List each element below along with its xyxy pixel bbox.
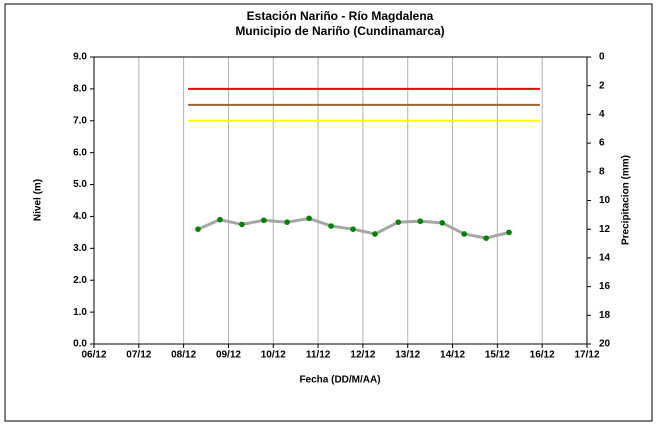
y-tick-label: 1.0: [73, 307, 87, 318]
x-tick-label: 06/12: [81, 350, 106, 361]
data-point: [417, 218, 424, 225]
data-point: [195, 226, 201, 232]
data-point: [284, 219, 290, 225]
data-point: [328, 223, 334, 229]
y2-tick-label: 8: [599, 166, 605, 177]
y2-tick-label: 14: [599, 253, 611, 264]
x-tick-label: 12/12: [350, 350, 375, 361]
chart-frame: [4, 3, 653, 422]
data-point: [439, 220, 446, 226]
y2-tick-label: 6: [599, 138, 605, 149]
data-point: [395, 219, 402, 225]
data-point: [461, 231, 467, 237]
y-tick-label: 2.0: [73, 275, 87, 286]
x-tick-label: 14/12: [440, 350, 465, 361]
y2-tick-label: 10: [599, 195, 611, 206]
data-point: [239, 221, 245, 228]
data-point: [306, 215, 312, 222]
x-tick-label: 16/12: [530, 350, 555, 361]
x-tick-label: 15/12: [485, 350, 510, 361]
data-point: [372, 231, 378, 237]
y2-tick-label: 0: [599, 52, 605, 63]
plot-area: [93, 56, 588, 345]
data-point: [217, 216, 223, 223]
x-tick-label: 07/12: [126, 350, 151, 361]
data-point: [261, 217, 267, 224]
data-point: [483, 235, 489, 241]
x-tick-label: 13/12: [395, 350, 420, 361]
y-axis-label: Nivel (m): [33, 179, 44, 221]
chart-title: Estación Nariño - Río Magdalena: [247, 9, 434, 23]
y2-tick-label: 4: [599, 109, 605, 120]
y2-axis-label: Precipitacion (mm): [621, 155, 632, 245]
data-point: [350, 226, 356, 232]
chart-subtitle: Municipio de Nariño (Cundinamarca): [235, 24, 444, 38]
data-point: [506, 229, 512, 236]
y-tick-label: 5.0: [73, 179, 87, 190]
y-tick-label: 3.0: [73, 243, 87, 254]
x-tick-label: 09/12: [216, 350, 241, 361]
y-tick-label: 8.0: [73, 84, 87, 95]
x-tick-label: 10/12: [261, 350, 286, 361]
x-tick-label: 11/12: [306, 350, 331, 361]
y2-tick-label: 2: [599, 80, 605, 91]
y-tick-label: 9.0: [73, 52, 87, 63]
y-tick-label: 4.0: [73, 211, 87, 222]
y2-tick-label: 18: [599, 310, 611, 321]
x-tick-label: 08/12: [171, 350, 196, 361]
y-tick-label: 7.0: [73, 115, 87, 126]
x-tick-label: 17/12: [574, 350, 599, 361]
y-tick-label: 6.0: [73, 147, 87, 158]
y-tick-label: 0.0: [73, 339, 87, 350]
y2-tick-label: 16: [599, 281, 611, 292]
x-axis-label: Fecha (DD/M/AA): [299, 375, 380, 386]
y2-tick-label: 12: [599, 224, 611, 235]
y2-tick-label: 20: [599, 339, 611, 350]
